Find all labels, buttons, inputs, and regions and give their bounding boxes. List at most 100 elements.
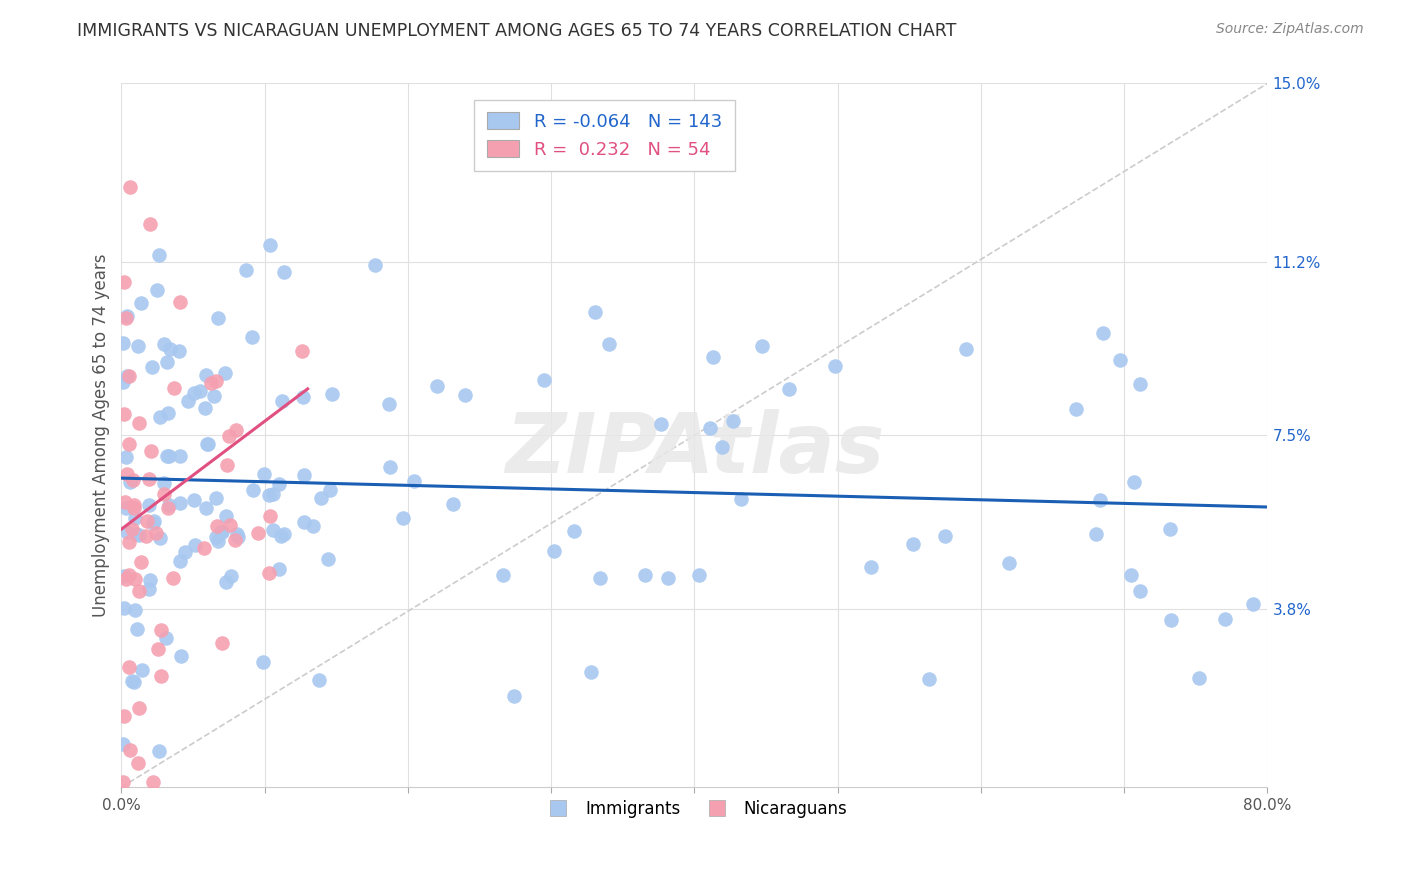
Point: [219, 517, 242, 532]
Point: [1123, 475, 1146, 489]
Point: [188, 384, 211, 398]
Point: [319, 483, 342, 497]
Point: [1109, 353, 1132, 368]
Point: [1119, 568, 1142, 582]
Point: [225, 423, 247, 437]
Point: [194, 368, 217, 383]
Point: [156, 355, 179, 369]
Point: [124, 675, 146, 690]
Point: [114, 495, 136, 509]
Point: [1129, 584, 1152, 599]
Point: [778, 382, 800, 396]
Point: [183, 492, 205, 507]
Point: [242, 483, 264, 497]
Point: [321, 387, 343, 401]
Point: [202, 389, 225, 403]
Point: [127, 756, 149, 771]
Point: [589, 571, 612, 585]
Point: [150, 669, 173, 683]
Point: [115, 450, 138, 464]
Point: [120, 475, 142, 490]
Point: [859, 559, 882, 574]
Point: [441, 497, 464, 511]
Point: [111, 335, 134, 350]
Point: [153, 475, 176, 490]
Point: [138, 499, 160, 513]
Point: [135, 529, 157, 543]
Point: [148, 248, 170, 262]
Point: [115, 500, 138, 515]
Point: [118, 535, 141, 549]
Point: [1241, 597, 1264, 611]
Point: [125, 527, 148, 541]
Point: [207, 534, 229, 549]
Point: [207, 310, 229, 325]
Point: [533, 373, 555, 387]
Point: [156, 501, 179, 516]
Point: [730, 491, 752, 506]
Point: [269, 561, 291, 575]
Point: [117, 369, 139, 384]
Point: [135, 514, 157, 528]
Point: [292, 515, 315, 529]
Point: [204, 375, 226, 389]
Point: [215, 575, 238, 590]
Point: [426, 379, 449, 393]
Point: [579, 665, 602, 679]
Point: [139, 573, 162, 587]
Point: [998, 557, 1021, 571]
Point: [292, 390, 315, 404]
Point: [259, 237, 281, 252]
Point: [128, 583, 150, 598]
Point: [150, 624, 173, 638]
Point: [308, 673, 330, 688]
Point: [657, 571, 679, 585]
Point: [214, 366, 236, 380]
Point: [121, 522, 143, 536]
Point: [1084, 527, 1107, 541]
Point: [118, 660, 141, 674]
Point: [598, 337, 620, 351]
Point: [225, 526, 247, 541]
Point: [122, 500, 145, 515]
Point: [364, 258, 387, 272]
Point: [934, 528, 956, 542]
Point: [200, 376, 222, 390]
Point: [124, 510, 146, 524]
Point: [115, 572, 138, 586]
Point: [378, 397, 401, 411]
Point: [650, 417, 672, 431]
Point: [138, 582, 160, 596]
Point: [309, 491, 332, 505]
Point: [156, 449, 179, 463]
Point: [292, 468, 315, 483]
Point: [117, 368, 139, 383]
Point: [219, 568, 242, 582]
Point: [148, 744, 170, 758]
Point: [155, 632, 177, 646]
Point: [193, 541, 215, 556]
Point: [235, 262, 257, 277]
Point: [169, 294, 191, 309]
Point: [503, 689, 526, 703]
Point: [273, 526, 295, 541]
Point: [291, 344, 314, 359]
Point: [195, 437, 218, 451]
Point: [262, 487, 284, 501]
Point: [142, 775, 165, 789]
Point: [259, 508, 281, 523]
Point: [918, 672, 941, 686]
Point: [112, 276, 135, 290]
Point: [112, 375, 135, 389]
Point: [1188, 671, 1211, 685]
Point: [157, 450, 180, 464]
Point: [205, 530, 228, 544]
Point: [139, 443, 162, 458]
Text: IMMIGRANTS VS NICARAGUAN UNEMPLOYMENT AMONG AGES 65 TO 74 YEARS CORRELATION CHAR: IMMIGRANTS VS NICARAGUAN UNEMPLOYMENT AM…: [77, 22, 956, 40]
Point: [273, 265, 295, 279]
Point: [118, 437, 141, 451]
Legend: Immigrants, Nicaraguans: Immigrants, Nicaraguans: [534, 793, 853, 824]
Point: [118, 567, 141, 582]
Point: [1064, 401, 1087, 416]
Point: [262, 523, 284, 537]
